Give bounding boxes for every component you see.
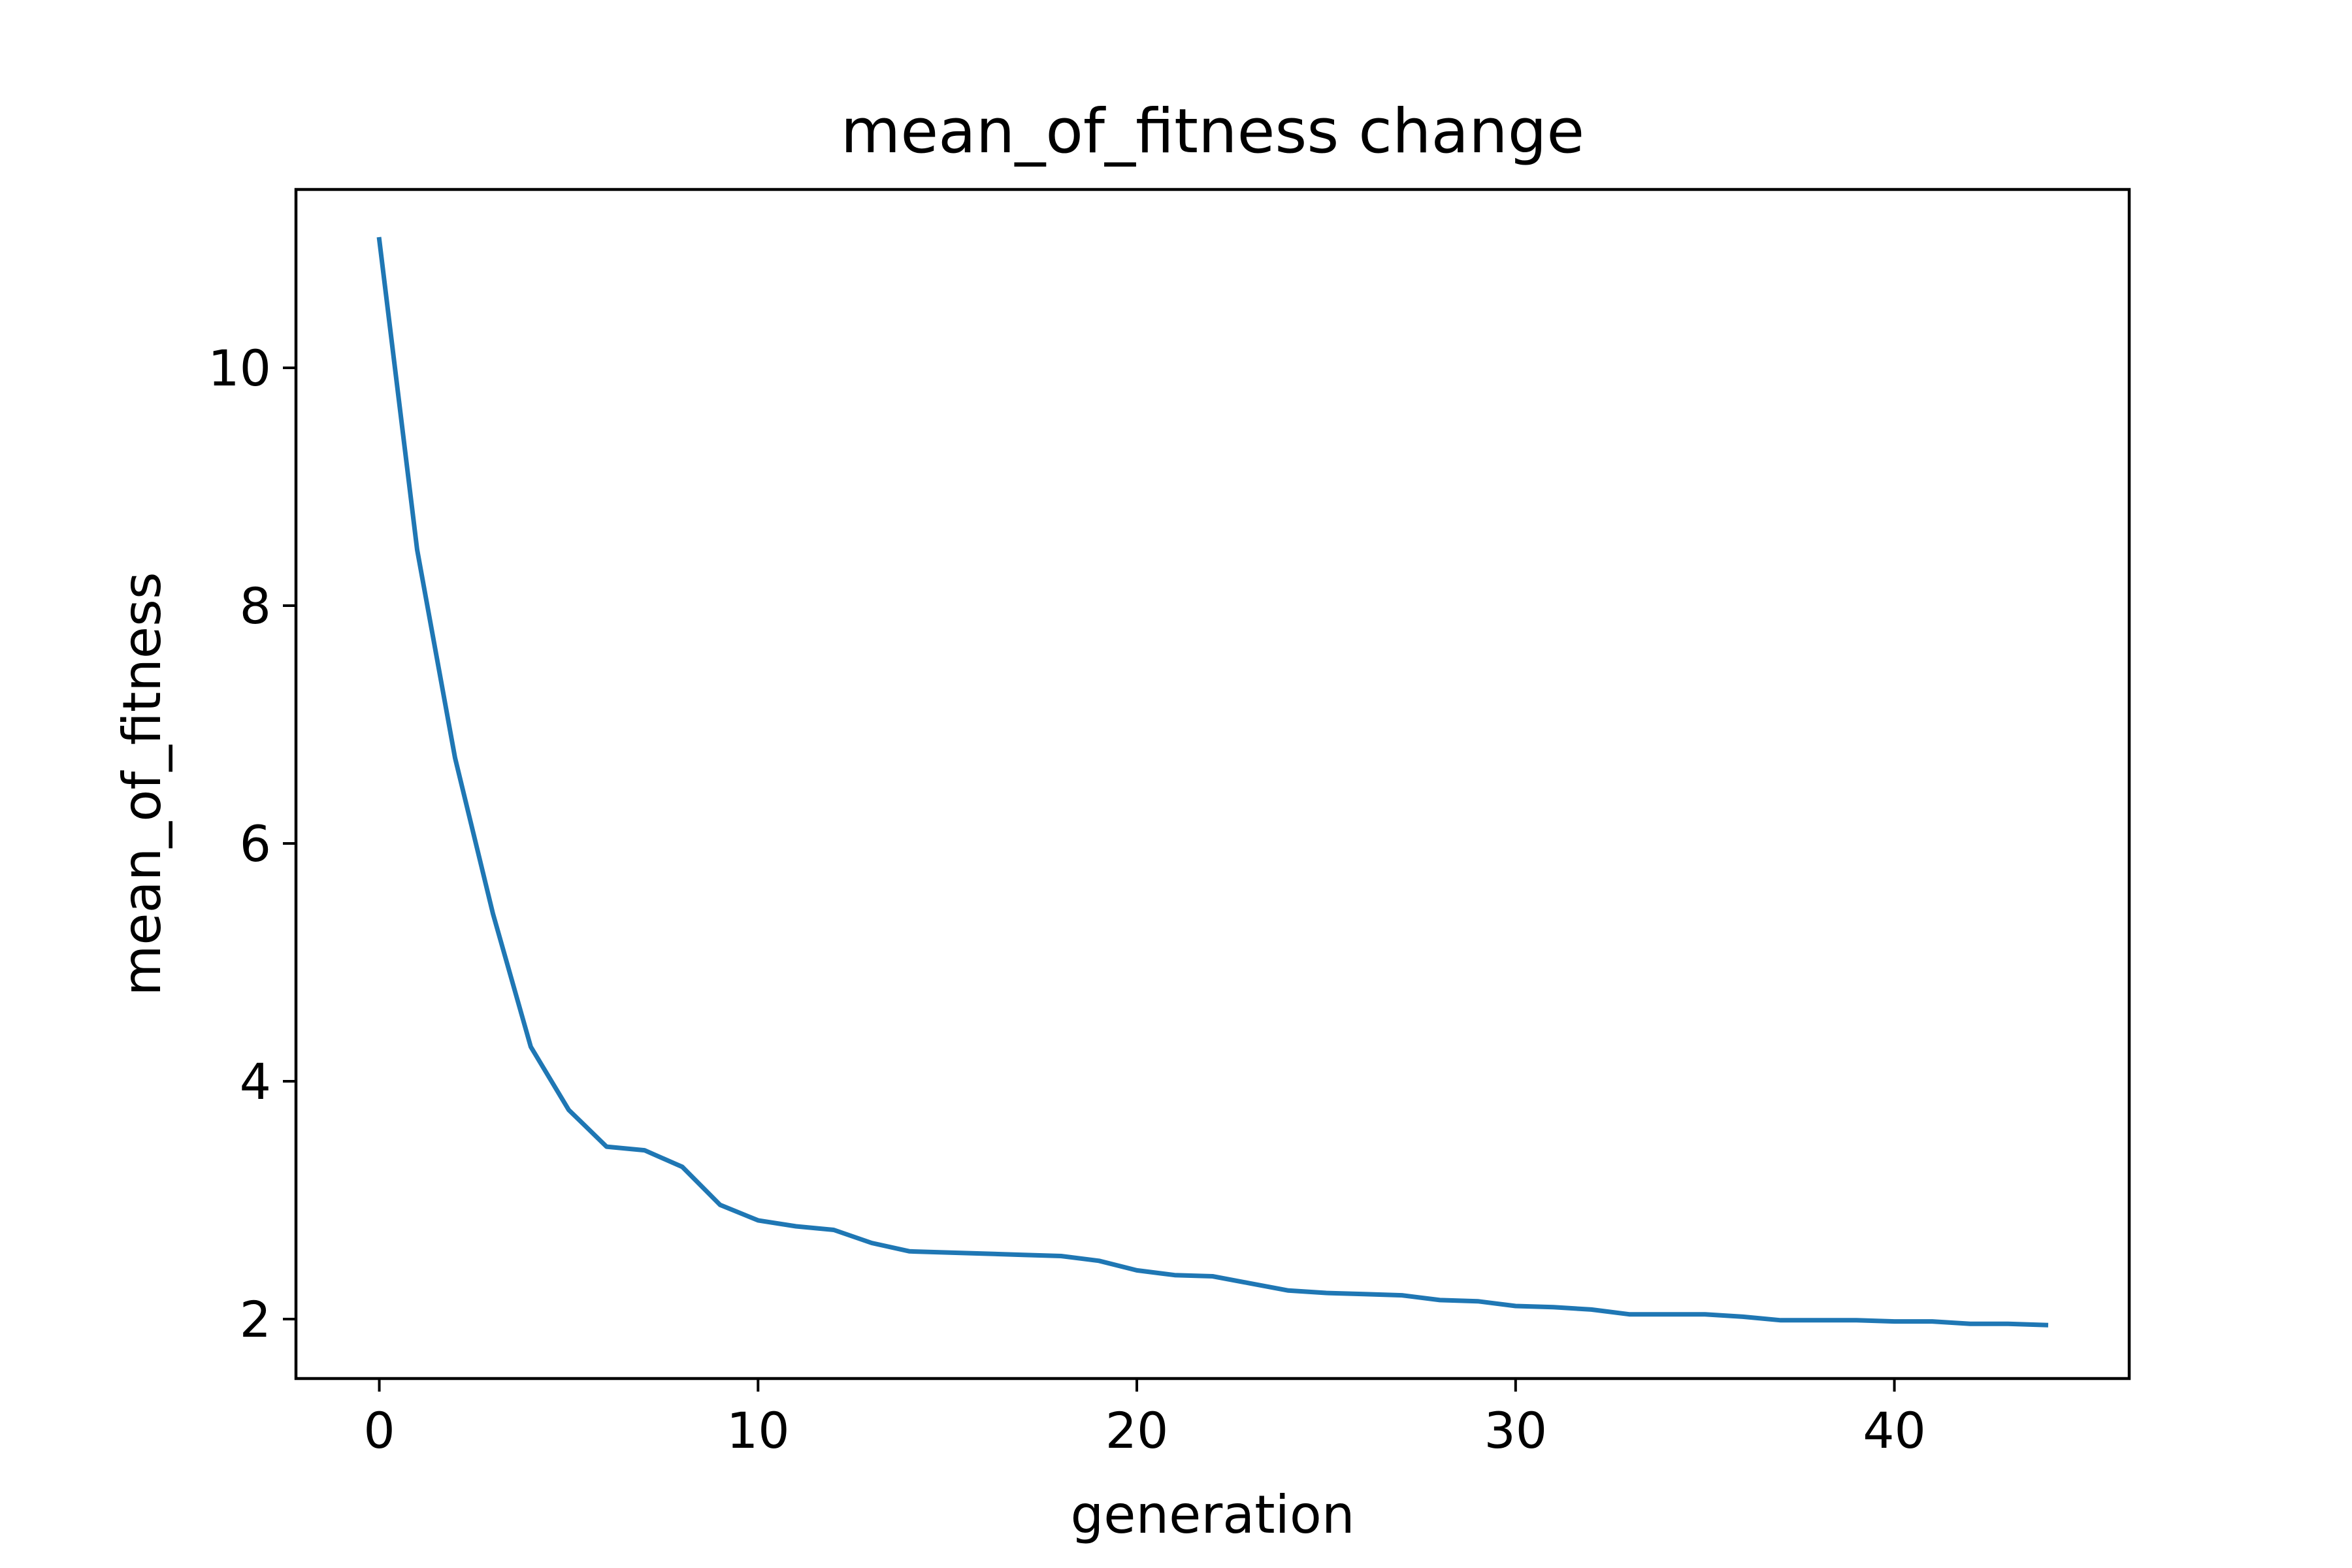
- y-tick-label: 6: [240, 815, 271, 873]
- x-tick-label: 30: [1484, 1401, 1547, 1460]
- x-tick-label: 40: [1863, 1401, 1926, 1460]
- x-axis-ticks: 0 10 20 30 40: [363, 1379, 1926, 1460]
- x-axis-label: generation: [1070, 1484, 1354, 1545]
- chart-title: mean_of_fitness change: [841, 96, 1584, 167]
- x-tick-label: 20: [1105, 1401, 1169, 1460]
- y-tick-label: 4: [240, 1053, 271, 1111]
- series-line: [376, 237, 2049, 1328]
- y-tick-label: 10: [208, 339, 271, 397]
- plot-area: [294, 188, 2131, 1380]
- y-axis-ticks: 2 4 6 8 10: [208, 339, 296, 1348]
- x-tick-label: 10: [727, 1401, 790, 1460]
- y-axis-label: mean_of_fitness: [112, 572, 172, 996]
- plot-frame: [294, 188, 2131, 1380]
- y-tick-label: 2: [240, 1290, 271, 1348]
- y-tick-label: 8: [240, 577, 271, 635]
- x-tick-label: 0: [363, 1401, 395, 1460]
